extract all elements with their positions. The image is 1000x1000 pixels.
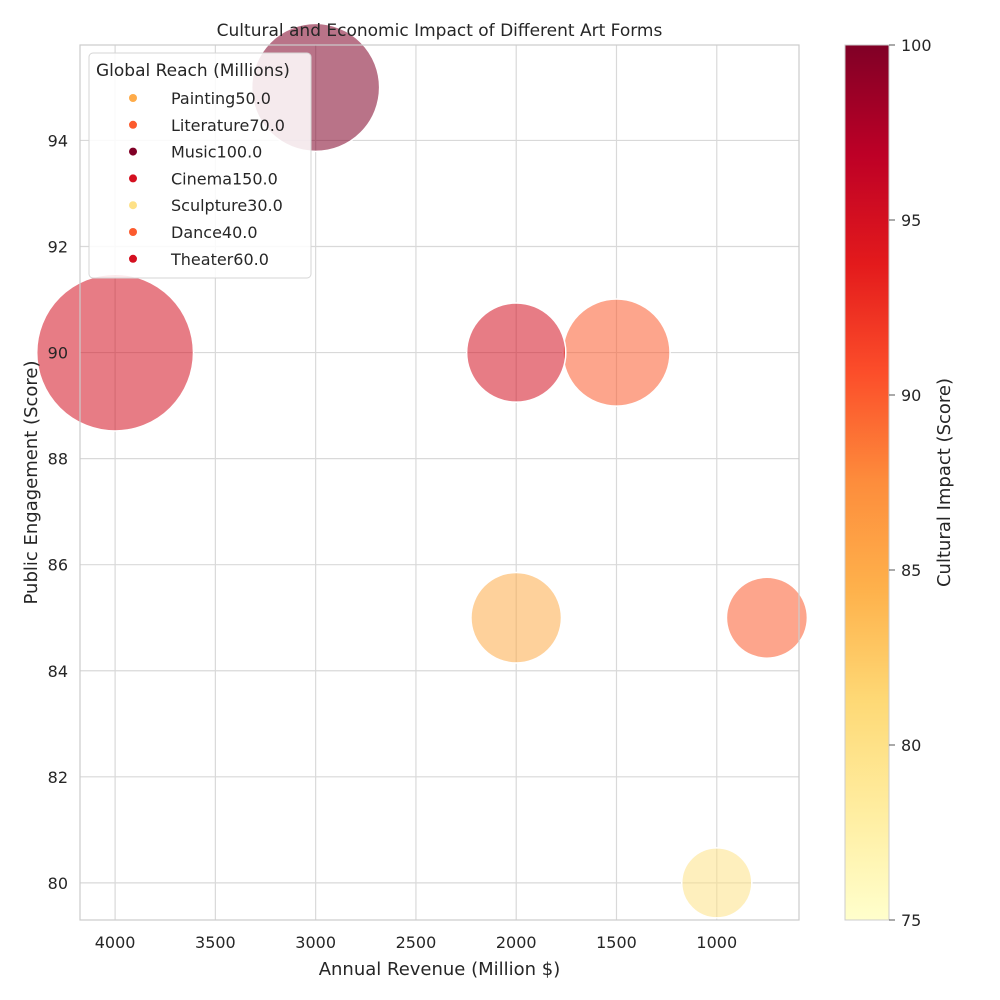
legend-entry-label: Sculpture30.0: [171, 196, 283, 215]
x-tick-label: 4000: [95, 933, 136, 952]
legend-entry-label: Dance40.0: [171, 223, 258, 242]
y-tick-label: 86: [48, 556, 68, 575]
legend-marker: [129, 94, 137, 102]
colorbar-gradient: [844, 44, 890, 921]
y-tick-label: 92: [48, 238, 68, 257]
legend-entry-label: Literature70.0: [171, 116, 285, 135]
legend-marker: [129, 201, 137, 210]
grid: [80, 45, 799, 920]
colorbar-tick-label: 75: [901, 911, 921, 930]
chart-title: Cultural and Economic Impact of Differen…: [217, 21, 663, 41]
legend-marker: [129, 120, 137, 129]
colorbar: Cultural Impact (Score) 75 80 85 90 95 100: [844, 36, 955, 930]
legend-marker: [129, 174, 137, 183]
axis-ticks: 4000 3500 3000 2500 2000 1500 1000 80 82 84 86 88 90…: [48, 131, 737, 952]
bubble-literature: [562, 298, 671, 407]
y-tick-label: 90: [48, 344, 68, 363]
x-tick-label: 2500: [396, 933, 437, 952]
y-tick-label: 82: [48, 768, 68, 787]
bubble-theater: [465, 302, 567, 403]
x-tick-label: 1000: [696, 933, 737, 952]
bubble-dance: [725, 576, 809, 659]
legend-box: [88, 52, 312, 279]
colorbar-tick-label: 100: [901, 36, 932, 55]
colorbar-tick-label: 85: [901, 561, 921, 580]
bubble-sculpture: [680, 847, 753, 919]
x-tick-label: 3500: [195, 933, 236, 952]
y-tick-label: 84: [48, 662, 68, 681]
legend: Global Reach (Millions) Painting50.0 Lite…: [88, 52, 312, 279]
x-tick-label: 3000: [295, 933, 336, 952]
x-tick-label: 2000: [496, 933, 537, 952]
colorbar-tick-label: 80: [901, 736, 921, 755]
legend-title: Global Reach (Millions): [96, 61, 290, 81]
legend-entry-label: Painting50.0: [171, 89, 271, 108]
y-axis-label: Public Engagement (Score): [21, 361, 42, 605]
y-tick-label: 80: [48, 874, 68, 893]
legend-marker: [129, 254, 137, 263]
colorbar-tick-label: 90: [901, 386, 921, 405]
legend-marker: [129, 228, 137, 236]
y-tick-label: 94: [48, 131, 68, 150]
x-axis-label: Annual Revenue (Million $): [319, 959, 561, 980]
legend-marker: [129, 147, 137, 156]
legend-entry-label: Cinema150.0: [171, 169, 278, 188]
bubble-painting: [470, 571, 563, 664]
colorbar-tick-label: 95: [901, 211, 921, 230]
y-tick-label: 88: [48, 450, 68, 469]
legend-entry-label: Theater60.0: [170, 250, 269, 269]
colorbar-label: Cultural Impact (Score): [934, 378, 955, 587]
legend-entry-label: Music100.0: [171, 143, 262, 162]
plot-frame: [79, 44, 800, 921]
x-tick-label: 1500: [596, 933, 637, 952]
